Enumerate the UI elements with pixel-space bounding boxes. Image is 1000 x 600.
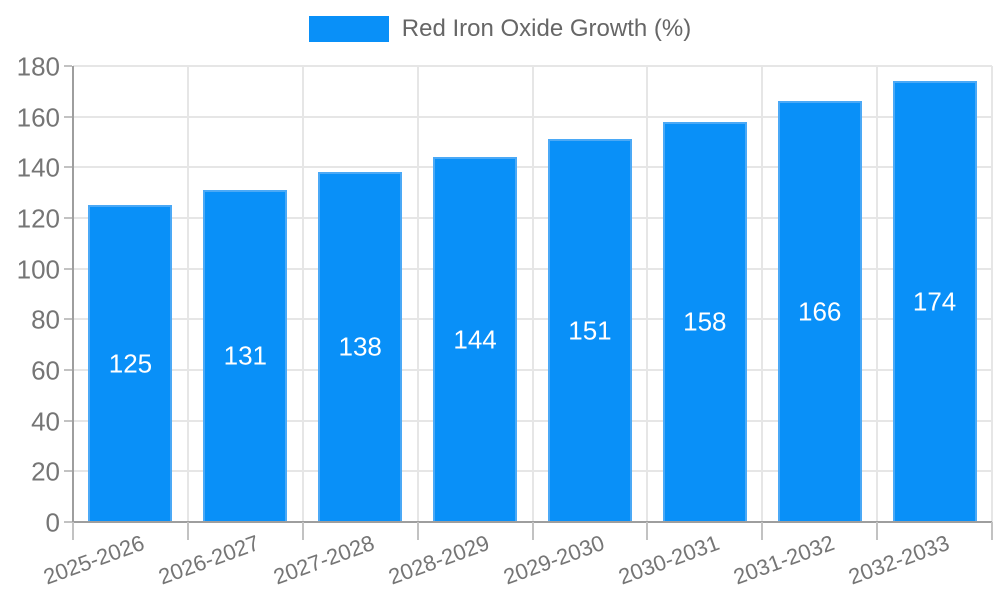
x-tick-label: 2026-2027 — [155, 530, 263, 590]
x-tick-mark — [761, 522, 764, 540]
v-gridline — [646, 66, 649, 522]
bar-value-label: 144 — [453, 324, 497, 355]
bar-value-label: 151 — [568, 315, 612, 346]
y-tick-mark — [64, 369, 72, 371]
y-tick-mark — [64, 115, 72, 118]
y-tick-label: 40 — [31, 406, 60, 437]
y-tick-label: 20 — [31, 456, 60, 487]
y-tick-mark — [64, 267, 72, 270]
bar-value-label: 166 — [797, 296, 842, 327]
y-tick-label: 80 — [31, 304, 60, 335]
x-tick-mark — [416, 522, 419, 540]
y-tick-label: 60 — [31, 355, 60, 386]
bar[interactable] — [547, 139, 632, 522]
y-tick-label: 100 — [16, 254, 60, 285]
bar[interactable] — [777, 101, 862, 522]
bar[interactable] — [318, 172, 403, 522]
x-tick-label: 2028-2029 — [385, 530, 493, 590]
chart-legend[interactable]: Red Iron Oxide Growth (%) — [0, 16, 1000, 42]
x-tick-mark — [646, 522, 649, 540]
y-tick-mark — [64, 65, 72, 67]
y-tick-label: 160 — [16, 102, 60, 133]
y-tick-mark — [64, 521, 72, 523]
x-tick-mark — [531, 522, 534, 540]
v-gridline — [416, 66, 419, 522]
v-gridline — [761, 66, 764, 522]
bar-value-label: 138 — [338, 331, 382, 362]
bar-value-label: 174 — [912, 286, 957, 317]
y-tick-label: 140 — [16, 152, 60, 183]
legend-swatch[interactable] — [308, 16, 389, 42]
x-tick-mark — [186, 522, 189, 540]
y-tick-mark — [64, 318, 72, 321]
bar-value-label: 125 — [108, 348, 153, 379]
y-tick-mark — [64, 470, 72, 473]
x-tick-label: 2032-2033 — [844, 530, 953, 590]
legend-label: Red Iron Oxide Growth (%) — [401, 15, 692, 42]
y-tick-mark — [64, 419, 72, 422]
x-tick-mark — [991, 522, 993, 540]
bar-value-label: 131 — [223, 340, 268, 371]
x-tick-mark — [876, 522, 879, 540]
y-tick-mark — [64, 166, 72, 169]
x-tick-label: 2027-2028 — [270, 530, 378, 590]
y-tick-label: 0 — [45, 507, 60, 538]
v-gridline — [991, 66, 993, 522]
bar[interactable] — [662, 121, 747, 522]
y-tick-label: 180 — [16, 51, 60, 82]
v-gridline — [301, 66, 304, 522]
bar[interactable] — [88, 205, 173, 522]
v-gridline — [531, 66, 534, 522]
v-gridline — [186, 66, 189, 522]
bar-value-label: 158 — [683, 306, 727, 337]
x-tick-label: 2031-2032 — [729, 530, 838, 590]
y-axis-line — [72, 66, 74, 523]
bar[interactable] — [892, 81, 977, 522]
v-gridline — [876, 66, 879, 522]
y-tick-mark — [64, 217, 72, 219]
bar[interactable] — [433, 157, 518, 522]
x-tick-label: 2025-2026 — [40, 530, 148, 590]
x-tick-mark — [72, 522, 74, 540]
x-tick-label: 2030-2031 — [614, 530, 723, 590]
bar[interactable] — [203, 190, 288, 522]
plot-area: 125 131 138 144 151 158 166 174 — [73, 65, 993, 522]
x-tick-label: 2029-2030 — [500, 530, 608, 590]
y-tick-label: 120 — [16, 203, 60, 234]
x-tick-mark — [301, 522, 304, 540]
